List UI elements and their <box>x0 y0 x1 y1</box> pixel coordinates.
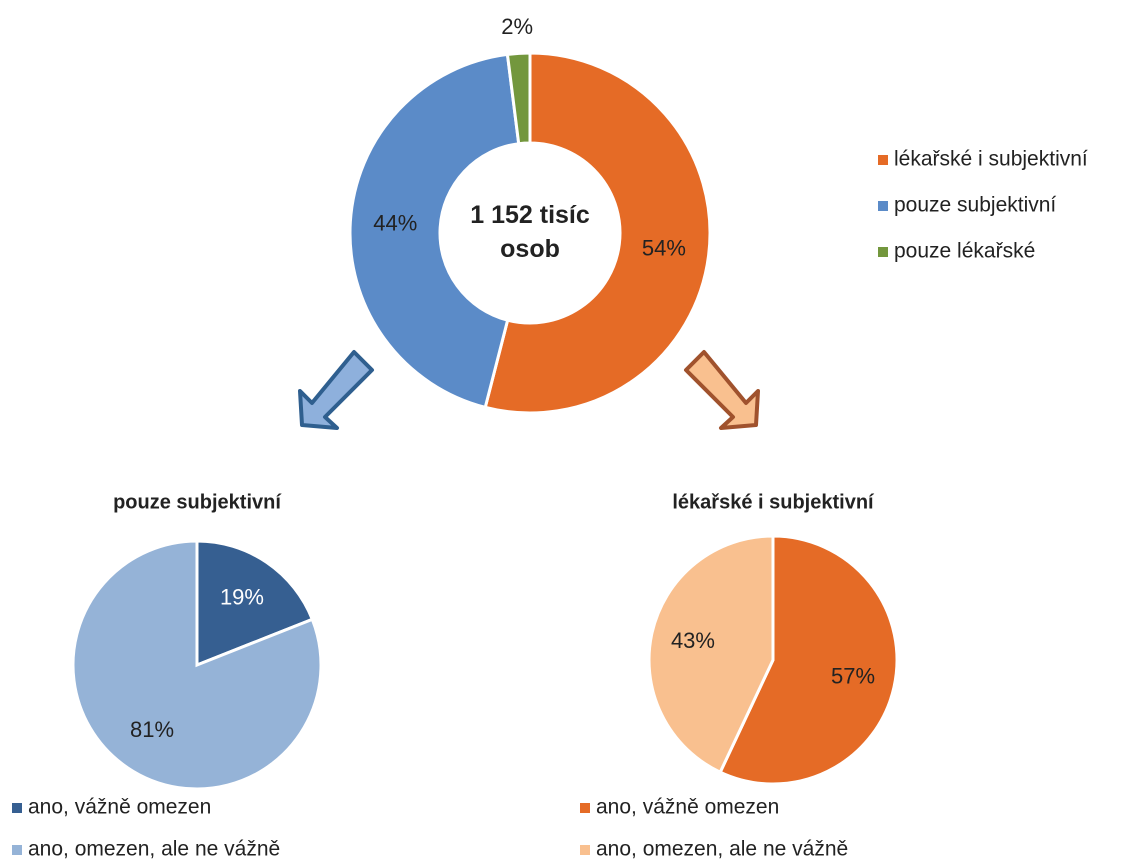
legend-marker <box>878 155 888 165</box>
legend-marker <box>580 845 590 855</box>
chart-title: lékařské i subjektivní <box>672 491 875 513</box>
pie-slice <box>71 539 323 791</box>
legend-marker <box>12 845 22 855</box>
pie-slice <box>718 534 899 786</box>
legend-label: ano, omezen, ale ne vážně <box>28 838 280 861</box>
legend-label: ano, omezen, ale ne vážně <box>596 838 848 861</box>
arrow-right <box>684 350 760 430</box>
pie-slice <box>505 51 532 146</box>
pie-slice <box>647 534 775 775</box>
data-label: 43% <box>671 628 715 653</box>
legend-marker <box>580 803 590 813</box>
legend-label: ano, vážně omezen <box>596 796 779 819</box>
chart-title: pouze subjektivní <box>113 491 282 513</box>
data-label: 81% <box>130 717 174 742</box>
data-label: 57% <box>831 664 875 689</box>
pie-slice <box>348 52 521 410</box>
legend-label: pouze subjektivní <box>894 194 1056 217</box>
arrow-left <box>298 350 374 430</box>
legend-marker <box>878 247 888 257</box>
donut-center-text: 1 152 tisíc osob <box>470 201 590 263</box>
legend-marker <box>878 201 888 211</box>
legend-label: pouze lékařské <box>894 240 1035 263</box>
legend-label: ano, vážně omezen <box>28 796 211 819</box>
pie-slice <box>483 51 712 415</box>
pie-slice <box>195 539 315 668</box>
data-label: 2% <box>501 14 533 39</box>
legend-label: lékařské i subjektivní <box>894 148 1088 171</box>
data-label: 54% <box>642 236 686 261</box>
legend-marker <box>12 803 22 813</box>
data-label: 19% <box>220 585 264 610</box>
data-label: 44% <box>373 210 417 235</box>
